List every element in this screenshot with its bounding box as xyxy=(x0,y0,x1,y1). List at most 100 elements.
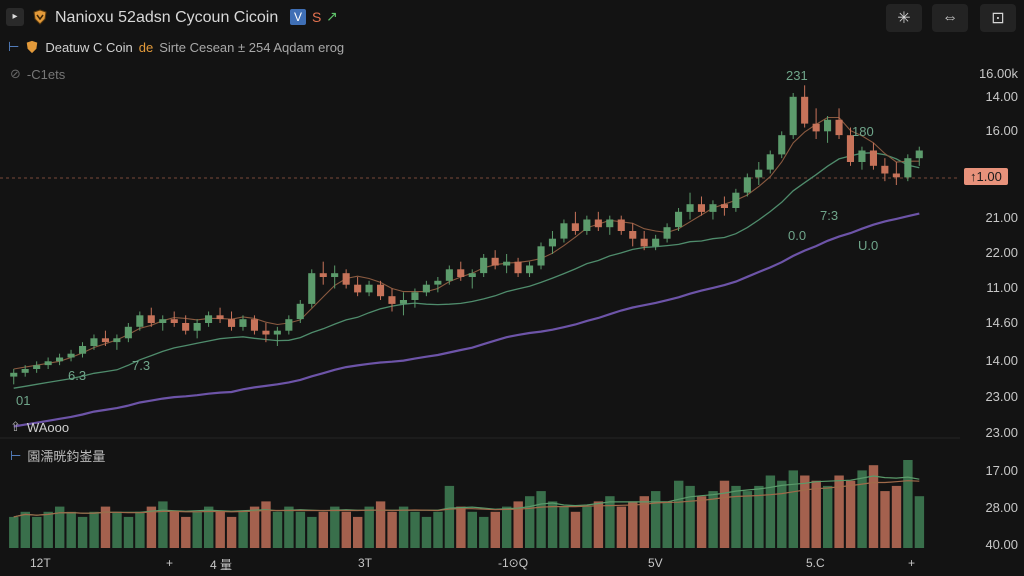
volume-bar xyxy=(754,485,764,548)
volume-bar xyxy=(593,501,604,548)
volume-bar xyxy=(456,506,466,548)
candle-body xyxy=(388,296,396,304)
volume-bar xyxy=(181,516,191,548)
volume-bar xyxy=(800,475,810,548)
volume-bar xyxy=(788,470,798,548)
volume-bar xyxy=(318,511,328,548)
candle-body xyxy=(801,96,809,124)
compare-button[interactable]: ⇔ xyxy=(932,4,968,32)
candle-body xyxy=(331,273,339,277)
volume-tick-label: 17.00 xyxy=(985,463,1018,478)
volume-bar xyxy=(490,511,500,548)
symbol-accent: de xyxy=(138,39,154,55)
indicator-legend: ⊘ -C1ets xyxy=(10,66,65,82)
candle-body xyxy=(503,261,511,266)
time-tick-label: 3T xyxy=(358,556,373,570)
candle-body xyxy=(159,319,167,323)
candle-body xyxy=(640,238,648,247)
symbol-details: Sirte Cesean ± 254 Aqdam erog xyxy=(159,39,345,55)
volume-bar xyxy=(421,516,432,548)
time-tick-label: 12T xyxy=(30,556,51,570)
volume-bar xyxy=(215,511,225,548)
volume-bar xyxy=(398,506,409,548)
volume-header: ⇧ WAooo xyxy=(10,419,69,435)
volume-bar xyxy=(249,506,260,548)
candle-body xyxy=(869,150,877,166)
price-chart[interactable] xyxy=(0,60,960,550)
candle-body xyxy=(124,326,132,339)
volume-bar xyxy=(502,506,512,548)
volume-bar xyxy=(845,480,856,548)
ma-fast-line xyxy=(13,116,920,370)
volume-bar xyxy=(387,511,397,548)
volume-bar xyxy=(479,516,489,548)
candle-body xyxy=(205,315,213,323)
candle-body xyxy=(262,330,270,335)
candle-body xyxy=(629,231,637,239)
symbol-name: Deatuw C Coin xyxy=(45,39,133,55)
volume-title: WAooo xyxy=(26,419,70,435)
candle-body xyxy=(56,357,64,362)
candle-body xyxy=(686,204,694,212)
volume-bar xyxy=(444,485,455,548)
s-badge[interactable]: S xyxy=(312,9,322,25)
volume-bar xyxy=(731,485,741,548)
crosshair-button[interactable]: ✳ xyxy=(886,4,922,32)
volume-bar xyxy=(204,506,214,548)
candle-body xyxy=(652,238,660,247)
candle-body xyxy=(90,338,98,346)
candle-body xyxy=(537,246,545,266)
v-badge[interactable]: V xyxy=(290,9,306,25)
chart-annotation: 6.3 xyxy=(68,368,87,383)
candle-body xyxy=(457,269,465,277)
candle-body xyxy=(170,319,178,323)
volume-bar xyxy=(834,475,844,548)
trend-arrow-icon[interactable]: ↗ xyxy=(326,8,338,24)
volume-bar xyxy=(169,511,179,548)
drag-handle-icon[interactable]: ⊢ xyxy=(8,39,20,54)
candle-body xyxy=(858,150,866,162)
candle-body xyxy=(354,284,362,293)
volume-bar xyxy=(536,491,546,548)
candle-body xyxy=(846,135,854,162)
volume-bar xyxy=(685,485,695,548)
candle-body xyxy=(319,273,327,277)
volume-bar xyxy=(89,511,99,548)
candle-body xyxy=(67,353,75,358)
volume-bar xyxy=(719,480,730,548)
shield-logo-icon xyxy=(33,9,47,25)
volume-bar xyxy=(765,475,776,548)
volume-bar xyxy=(742,491,753,548)
candle-body xyxy=(434,280,442,285)
chart-title: Nanioxu 52adsn Cycoun Cicoin xyxy=(55,9,279,26)
volume-bar xyxy=(135,511,145,548)
volume-bar xyxy=(364,506,374,548)
price-tick-label: 16.00 xyxy=(985,123,1018,138)
last-price-arrow: ↑ xyxy=(970,169,977,184)
time-tick-label: + xyxy=(908,556,916,570)
volume-bar xyxy=(605,496,615,548)
candle-body xyxy=(789,96,797,136)
candle-body xyxy=(21,369,29,373)
volume-bar xyxy=(582,506,592,548)
candle-body xyxy=(594,219,602,228)
menu-arrow-icon[interactable]: ▸ xyxy=(6,8,24,26)
collapse-icon[interactable]: ⇧ xyxy=(10,419,21,434)
candle-body xyxy=(778,135,786,155)
volume-bar xyxy=(570,511,581,548)
candle-body xyxy=(892,173,900,178)
volume-drag-icon[interactable]: ⊢ xyxy=(10,447,22,463)
candle-body xyxy=(182,323,190,331)
candle-body xyxy=(193,323,201,331)
eye-icon[interactable]: ⊘ xyxy=(10,66,21,81)
chart-annotation: 0.0 xyxy=(788,228,807,243)
volume-ma-slow xyxy=(13,480,920,518)
candle-body xyxy=(468,273,476,277)
chart-annotation: 231 xyxy=(786,68,808,83)
time-tick-label: 4 量 xyxy=(210,558,233,572)
ma-slow-line xyxy=(13,212,920,428)
volume-ma-fast xyxy=(13,475,920,518)
volume-bar xyxy=(295,511,306,548)
shield-legend-icon xyxy=(27,40,38,54)
snapshot-button[interactable]: ⊡ xyxy=(980,4,1016,32)
